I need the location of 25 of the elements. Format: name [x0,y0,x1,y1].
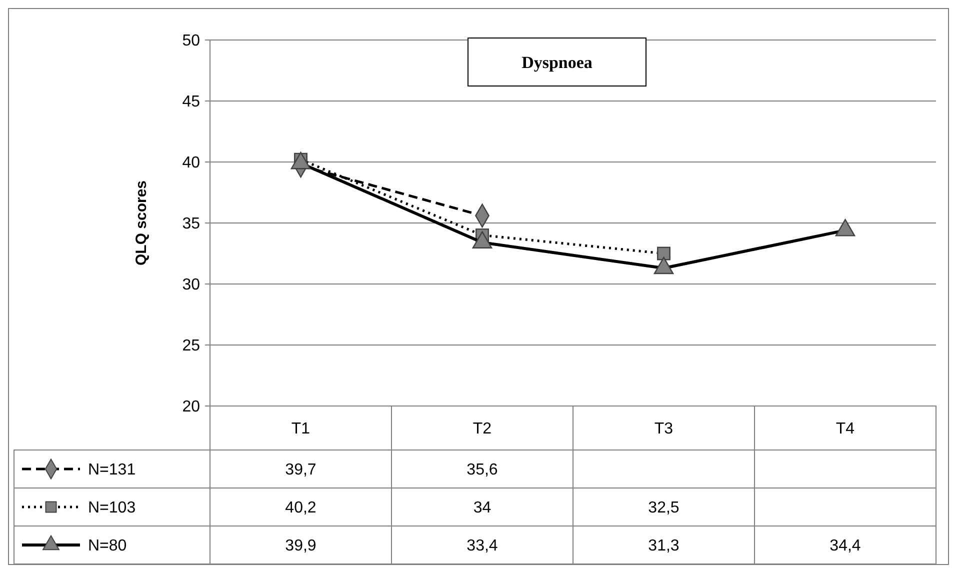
data-label: 39,9 [285,538,316,555]
data-label: 33,4 [466,538,498,555]
x-tick-label: T3 [654,420,674,438]
data-label: 34,4 [830,538,861,555]
data-label: 31,3 [648,538,680,555]
data-label: 34 [473,500,492,517]
x-tick-label: T2 [472,420,492,438]
legend-label: N=131 [88,462,136,479]
data-label: 40,2 [285,500,316,517]
y-tick-label: 30 [182,276,200,294]
title-box: Dyspnoea [468,38,646,86]
data-label: 39,7 [285,462,316,479]
data-label: 35,6 [466,462,498,479]
y-tick-label: 25 [182,338,200,355]
x-tick-label: T1 [291,420,310,438]
x-tick-label: T4 [836,420,855,438]
y-tick-label: 50 [182,32,200,50]
legend-label: N=80 [88,538,127,555]
y-axis-title: QLQ scores [133,180,150,266]
y-tick-label: 45 [182,94,200,111]
legend-label: N=103 [88,500,136,517]
y-tick-label: 20 [182,398,200,416]
y-tick-label: 40 [182,154,200,172]
data-label: 32,5 [648,500,680,517]
y-tick-label: 35 [182,216,200,233]
